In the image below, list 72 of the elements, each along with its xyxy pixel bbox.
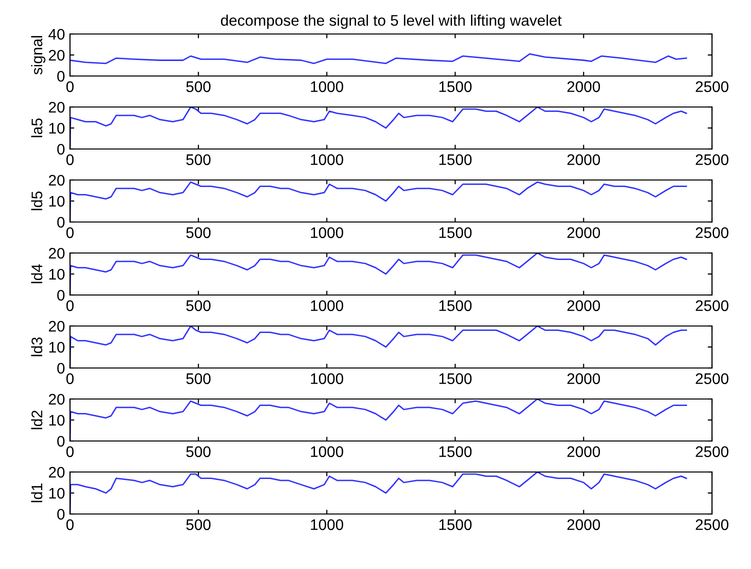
x-tick-label: 2500 (696, 446, 728, 458)
x-tick-label: 2000 (567, 446, 600, 458)
x-tick-label: 500 (186, 300, 211, 312)
y-tick-label: 20 (48, 174, 65, 186)
x-tick-label: 1000 (310, 81, 344, 92)
y-tick-label: 10 (49, 342, 65, 353)
x-tick-label: 2500 (696, 81, 728, 92)
x-tick-label: 2500 (696, 227, 728, 238)
y-axis-title: ld5 (31, 191, 42, 210)
x-tick-label: 0 (66, 300, 74, 312)
x-tick-label: 2000 (567, 227, 600, 238)
y-axis-title: signal (31, 36, 46, 75)
x-tick-label: 500 (186, 446, 211, 458)
y-tick-label: 20 (48, 248, 65, 259)
y-tick-label: 20 (48, 394, 65, 405)
x-tick-label: 0 (66, 373, 74, 384)
x-tick-label: 2000 (567, 81, 600, 92)
x-tick-label: 1500 (439, 227, 472, 238)
x-tick-label: 0 (66, 81, 74, 92)
y-tick-label: 0 (57, 70, 65, 82)
x-tick-label: 1000 (310, 154, 344, 166)
x-tick-label: 0 (66, 154, 74, 166)
x-tick-label: 1500 (439, 373, 472, 384)
y-axis-title: ld1 (31, 484, 42, 502)
y-tick-label: 20 (48, 320, 65, 332)
x-tick-label: 500 (186, 154, 211, 166)
x-tick-label: 2500 (696, 154, 728, 166)
y-tick-label: 20 (48, 102, 65, 113)
y-tick-label: 10 (49, 196, 65, 207)
x-tick-label: 0 (66, 227, 74, 238)
x-tick-label: 500 (186, 81, 211, 92)
x-tick-label: 0 (66, 519, 74, 530)
y-tick-label: 0 (57, 436, 65, 447)
x-tick-label: 500 (186, 373, 211, 384)
x-tick-label: 2000 (567, 373, 600, 384)
x-tick-label: 1500 (439, 300, 472, 312)
y-tick-label: 0 (57, 144, 65, 155)
x-tick-label: 500 (186, 227, 211, 238)
x-tick-label: 2000 (567, 154, 600, 166)
x-tick-label: 1500 (439, 446, 472, 458)
x-tick-label: 2500 (696, 519, 728, 530)
y-axis-title: ld2 (31, 410, 42, 430)
x-tick-label: 1000 (310, 373, 344, 384)
x-tick-label: 2000 (567, 300, 600, 312)
x-tick-label: 1000 (310, 519, 344, 530)
y-tick-label: 10 (49, 268, 65, 280)
line-series (70, 53, 688, 64)
y-tick-label: 0 (57, 216, 65, 228)
x-tick-label: 0 (66, 446, 74, 458)
y-tick-label: 20 (48, 466, 65, 478)
x-tick-label: 1500 (439, 81, 472, 92)
y-tick-label: 0 (57, 290, 65, 301)
y-tick-label: 10 (49, 414, 65, 426)
x-tick-label: 2500 (696, 300, 728, 312)
x-tick-label: 1500 (439, 519, 472, 530)
y-tick-label: 10 (49, 122, 65, 134)
x-tick-label: 1000 (310, 446, 344, 458)
y-axis-title: la5 (31, 118, 42, 138)
x-tick-label: 2000 (567, 519, 600, 530)
y-tick-label: 10 (49, 488, 65, 499)
y-tick-label: 0 (57, 508, 65, 520)
x-tick-label: 1000 (310, 227, 344, 238)
y-axis-title: ld4 (31, 264, 42, 284)
y-tick-label: 0 (57, 362, 65, 374)
x-tick-label: 2500 (696, 373, 728, 384)
x-tick-label: 1500 (439, 154, 472, 166)
x-tick-label: 500 (186, 519, 211, 530)
y-axis-title: ld3 (31, 337, 42, 356)
y-tick-label: 20 (48, 50, 65, 61)
x-tick-label: 1000 (310, 300, 344, 312)
chart-title: decompose the signal to 5 level with lifting wavelet (220, 14, 562, 29)
y-tick-label: 40 (48, 28, 65, 40)
